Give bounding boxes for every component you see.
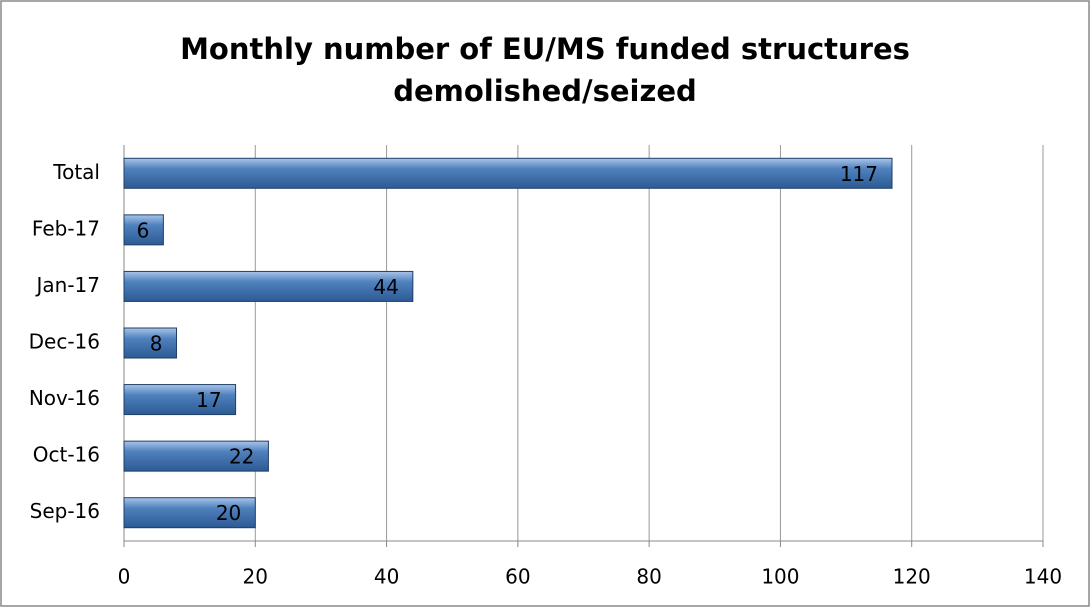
x-tick-label: 20: [243, 565, 268, 589]
y-tick-label: Total: [52, 160, 100, 184]
y-tick-label: Sep-16: [30, 499, 100, 523]
x-tick-label: 80: [636, 565, 661, 589]
y-tick-label: Nov-16: [29, 386, 100, 410]
data-label: 20: [216, 501, 241, 525]
data-label: 44: [373, 275, 398, 299]
bar: [123, 157, 893, 189]
x-tick-label: 120: [893, 565, 931, 589]
bar: [123, 497, 256, 529]
y-tick-label: Oct-16: [33, 443, 100, 467]
x-tick-label: 100: [761, 565, 799, 589]
x-tick-label: 0: [118, 565, 131, 589]
y-tick-label: Feb-17: [32, 216, 100, 240]
data-label: 6: [137, 218, 150, 242]
data-label: 17: [196, 388, 221, 412]
chart-title: Monthly number of EU/MS funded structure…: [180, 32, 910, 108]
bar: [123, 214, 164, 246]
data-label: 8: [150, 332, 163, 356]
data-label: 22: [229, 445, 254, 469]
x-tick-label: 40: [374, 565, 399, 589]
y-tick-label: Dec-16: [29, 330, 100, 354]
bar: [123, 270, 414, 302]
data-label: 117: [840, 162, 878, 186]
bar: [123, 440, 269, 472]
bar: [123, 384, 237, 416]
x-tick-label: 140: [1024, 565, 1062, 589]
bar: [123, 327, 178, 359]
x-tick-label: 60: [505, 565, 530, 589]
y-tick-label: Jan-17: [35, 273, 101, 297]
